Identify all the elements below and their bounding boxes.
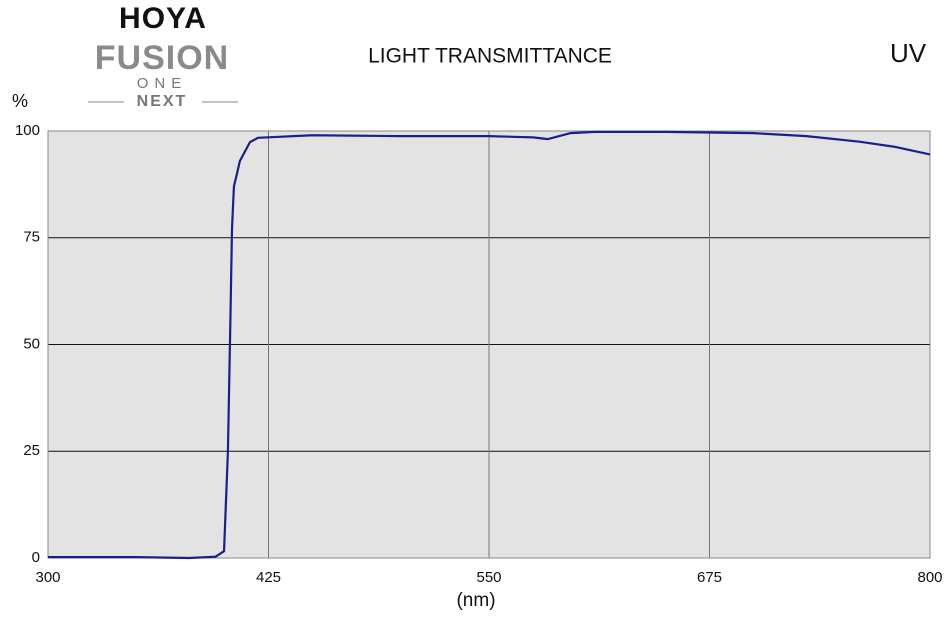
- chart-label: UV: [890, 38, 927, 68]
- x-tick-label: 675: [697, 569, 722, 586]
- y-axis-label: %: [12, 91, 28, 111]
- y-tick-label: 100: [15, 122, 40, 139]
- y-tick-label: 25: [23, 442, 40, 459]
- logo-line2: ONE: [137, 75, 188, 92]
- logo-line1: FUSION: [95, 39, 229, 77]
- data-line: [48, 130, 931, 560]
- x-tick-label: 425: [256, 569, 281, 586]
- logo-line3: NEXT: [137, 93, 188, 110]
- y-tick-label: 75: [23, 229, 40, 246]
- logo-brand: HOYA: [119, 2, 207, 35]
- y-tick-label: 0: [32, 549, 40, 566]
- x-tick-label: 800: [917, 569, 942, 586]
- x-axis-label: (nm): [456, 590, 495, 611]
- x-tick-label: 550: [476, 569, 501, 586]
- chart-title: LIGHT TRANSMITTANCE: [368, 45, 612, 68]
- x-tick-label: 300: [35, 569, 60, 586]
- y-tick-label: 50: [23, 335, 40, 352]
